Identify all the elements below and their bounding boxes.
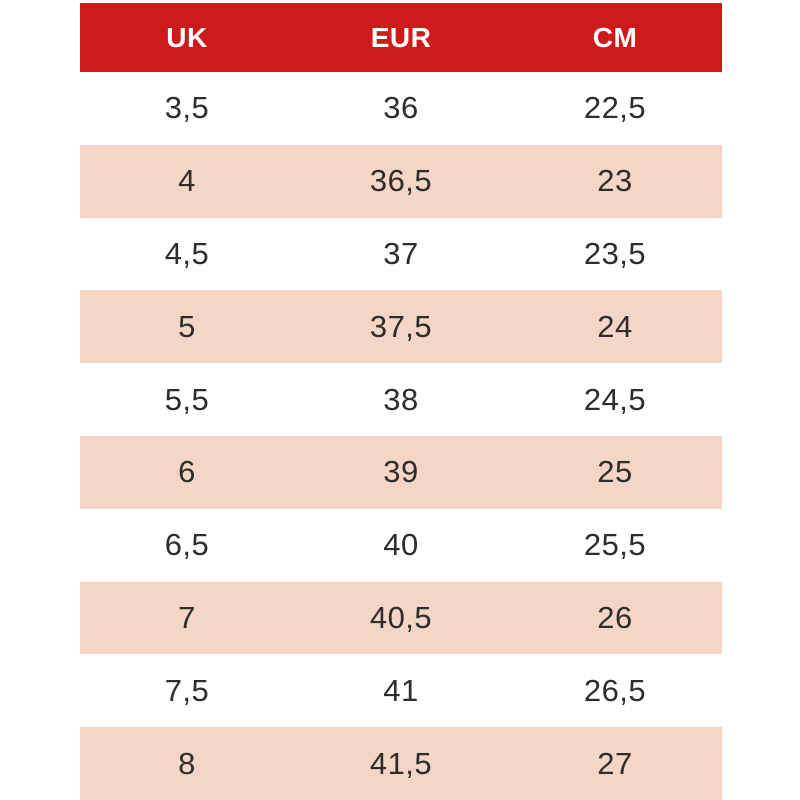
cell-uk: 6,5 bbox=[164, 527, 210, 563]
cell-uk: 4 bbox=[178, 163, 196, 199]
cell-cm: 26 bbox=[597, 599, 633, 635]
cell-eur: 38 bbox=[383, 381, 419, 417]
table-row: 7,5 41 26,5 bbox=[80, 654, 722, 728]
cell-eur: 41 bbox=[383, 672, 419, 708]
cell-cm: 24,5 bbox=[583, 381, 647, 417]
column-header-uk: UK bbox=[166, 21, 208, 53]
cell-eur: 37,5 bbox=[369, 308, 433, 344]
table-row: 3,5 36 22,5 bbox=[80, 72, 722, 145]
table-row: 5,5 38 24,5 bbox=[80, 363, 722, 436]
size-conversion-table: UK EUR CM 3,5 36 22,5 4 36,5 23 4,5 37 2… bbox=[80, 3, 722, 800]
column-header-eur: EUR bbox=[370, 21, 432, 53]
cell-eur: 40,5 bbox=[369, 599, 433, 635]
table-row: 4,5 37 23,5 bbox=[80, 217, 722, 291]
cell-eur: 41,5 bbox=[369, 745, 433, 781]
cell-cm: 23 bbox=[597, 163, 633, 199]
cell-cm: 25 bbox=[597, 454, 633, 490]
cell-uk: 6 bbox=[178, 454, 196, 490]
cell-eur: 36 bbox=[383, 90, 419, 126]
cell-cm: 26,5 bbox=[583, 672, 647, 708]
cell-eur: 37 bbox=[383, 235, 419, 271]
cell-uk: 5 bbox=[178, 308, 196, 344]
column-header-cm: CM bbox=[592, 21, 638, 53]
table-row: 5 37,5 24 bbox=[80, 290, 722, 364]
cell-eur: 39 bbox=[383, 454, 419, 490]
cell-uk: 3,5 bbox=[164, 90, 210, 126]
cell-uk: 4,5 bbox=[164, 235, 210, 271]
cell-cm: 24 bbox=[597, 308, 633, 344]
cell-uk: 7 bbox=[178, 599, 196, 635]
cell-cm: 22,5 bbox=[583, 90, 647, 126]
cell-eur: 36,5 bbox=[369, 163, 433, 199]
cell-uk: 8 bbox=[178, 745, 196, 781]
table-row: 4 36,5 23 bbox=[80, 144, 722, 218]
cell-uk: 5,5 bbox=[164, 381, 210, 417]
cell-cm: 27 bbox=[597, 745, 633, 781]
cell-cm: 25,5 bbox=[583, 527, 647, 563]
table-row: 8 41,5 27 bbox=[80, 727, 722, 800]
cell-eur: 40 bbox=[383, 527, 419, 563]
cell-cm: 23,5 bbox=[583, 235, 647, 271]
cell-uk: 7,5 bbox=[164, 672, 210, 708]
table-row: 7 40,5 26 bbox=[80, 581, 722, 655]
table-header-row: UK EUR CM bbox=[80, 3, 722, 72]
table-row: 6,5 40 25,5 bbox=[80, 508, 722, 582]
table-row: 6 39 25 bbox=[80, 435, 722, 509]
